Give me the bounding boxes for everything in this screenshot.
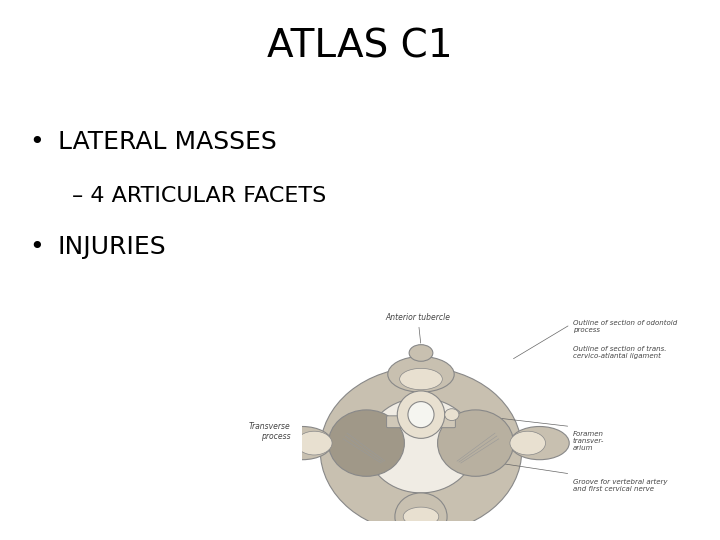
Ellipse shape	[320, 367, 522, 533]
Ellipse shape	[388, 356, 454, 392]
Ellipse shape	[395, 493, 447, 540]
Ellipse shape	[273, 427, 332, 460]
Ellipse shape	[297, 431, 332, 455]
Text: Outline of section of odontoid
process: Outline of section of odontoid process	[573, 320, 677, 333]
Ellipse shape	[510, 427, 570, 460]
FancyBboxPatch shape	[387, 416, 455, 428]
Ellipse shape	[445, 409, 459, 421]
Text: Antrs Arch: Antrs Arch	[405, 374, 438, 379]
Ellipse shape	[410, 535, 432, 540]
Text: INJURIES: INJURIES	[58, 235, 166, 259]
Text: Datter Arch: Datter Arch	[405, 514, 437, 519]
Ellipse shape	[438, 410, 513, 476]
Text: •: •	[29, 130, 43, 153]
Text: Supero
Artic. Surf.: Supero Artic. Surf.	[349, 431, 384, 450]
Ellipse shape	[403, 507, 438, 526]
Text: Groove for vertebral artery
and first cervical nerve: Groove for vertebral artery and first ce…	[573, 478, 667, 492]
Ellipse shape	[409, 345, 433, 361]
Text: Posterior tubercle: Posterior tubercle	[0, 539, 1, 540]
Ellipse shape	[400, 368, 442, 390]
Circle shape	[397, 391, 445, 438]
Ellipse shape	[328, 410, 405, 476]
Text: LATERAL MASSES: LATERAL MASSES	[58, 130, 276, 153]
Text: Anterior tubercle: Anterior tubercle	[385, 313, 451, 343]
Text: Outline of section of trans.
cervico-atlantal ligament: Outline of section of trans. cervico-atl…	[573, 346, 666, 359]
Text: Foramen
transver-
arium: Foramen transver- arium	[573, 431, 604, 451]
Text: – 4 ARTICULAR FACETS: – 4 ARTICULAR FACETS	[72, 186, 326, 206]
Text: ATLAS C1: ATLAS C1	[267, 27, 453, 65]
Text: Transverse
process: Transverse process	[249, 422, 291, 441]
Text: •: •	[29, 235, 43, 259]
Circle shape	[408, 402, 434, 428]
Ellipse shape	[510, 431, 546, 455]
Ellipse shape	[366, 398, 475, 493]
